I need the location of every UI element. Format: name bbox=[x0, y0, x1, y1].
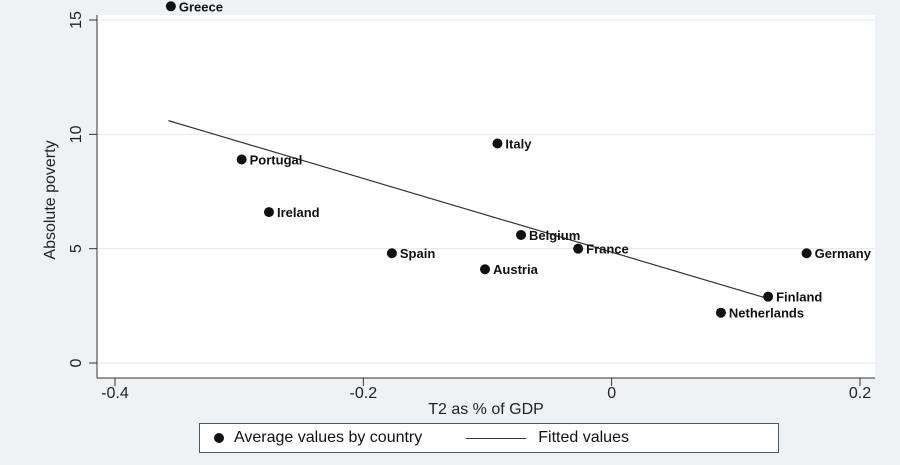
point-label: Greece bbox=[179, 0, 223, 14]
data-point bbox=[480, 264, 491, 275]
data-point bbox=[236, 154, 247, 165]
y-tick-label: 0 bbox=[68, 358, 85, 367]
fitted-line-group bbox=[168, 120, 770, 300]
y-tick-label: 10 bbox=[68, 125, 85, 143]
point-label: Portugal bbox=[250, 152, 303, 167]
fitted-line bbox=[168, 120, 770, 300]
point-label: France bbox=[586, 242, 629, 257]
point-label: Austria bbox=[493, 262, 539, 277]
data-point bbox=[801, 248, 812, 259]
x-tick-label: -0.2 bbox=[350, 385, 378, 402]
data-point bbox=[763, 291, 774, 302]
data-point bbox=[516, 229, 527, 240]
data-point bbox=[492, 138, 503, 149]
data-point bbox=[263, 207, 274, 218]
x-tick-label: 0.2 bbox=[849, 385, 871, 402]
points-group bbox=[165, 1, 812, 318]
y-tick-label: 15 bbox=[68, 11, 85, 29]
y-tick-label: 5 bbox=[68, 244, 85, 253]
data-point bbox=[715, 307, 726, 318]
grid-lines bbox=[97, 19, 875, 364]
plot-area bbox=[97, 15, 875, 378]
data-point bbox=[573, 243, 584, 254]
legend-item-line: Fitted values bbox=[422, 429, 629, 447]
axes: 0 5 10 15 -0.4 -0.2 0 0.2 bbox=[68, 11, 875, 402]
point-label: Finland bbox=[776, 290, 822, 305]
legend-label-line: Fitted values bbox=[538, 429, 629, 446]
legend-line-icon bbox=[466, 437, 527, 439]
legend-item-scatter: Average values by country bbox=[200, 429, 422, 447]
y-axis-title: Absolute poverty bbox=[42, 140, 59, 259]
point-label: Netherlands bbox=[729, 306, 804, 321]
x-tick-label: 0 bbox=[607, 385, 616, 402]
point-label: Belgium bbox=[529, 228, 580, 243]
data-point bbox=[386, 248, 397, 259]
legend-label-scatter: Average values by country bbox=[234, 429, 423, 446]
legend: Average values by country Fitted values bbox=[199, 423, 779, 453]
point-labels-group: Greece Portugal Italy Ireland Spain Belgium Au… bbox=[179, 0, 872, 321]
data-point bbox=[165, 1, 176, 12]
point-label: Italy bbox=[505, 136, 532, 151]
point-label: Ireland bbox=[277, 205, 320, 220]
point-label: Germany bbox=[815, 246, 872, 261]
point-label: Spain bbox=[400, 246, 435, 261]
x-axis-title: T2 as % of GDP bbox=[428, 401, 544, 418]
x-tick-label: -0.4 bbox=[101, 385, 129, 402]
legend-marker-icon bbox=[214, 433, 224, 443]
